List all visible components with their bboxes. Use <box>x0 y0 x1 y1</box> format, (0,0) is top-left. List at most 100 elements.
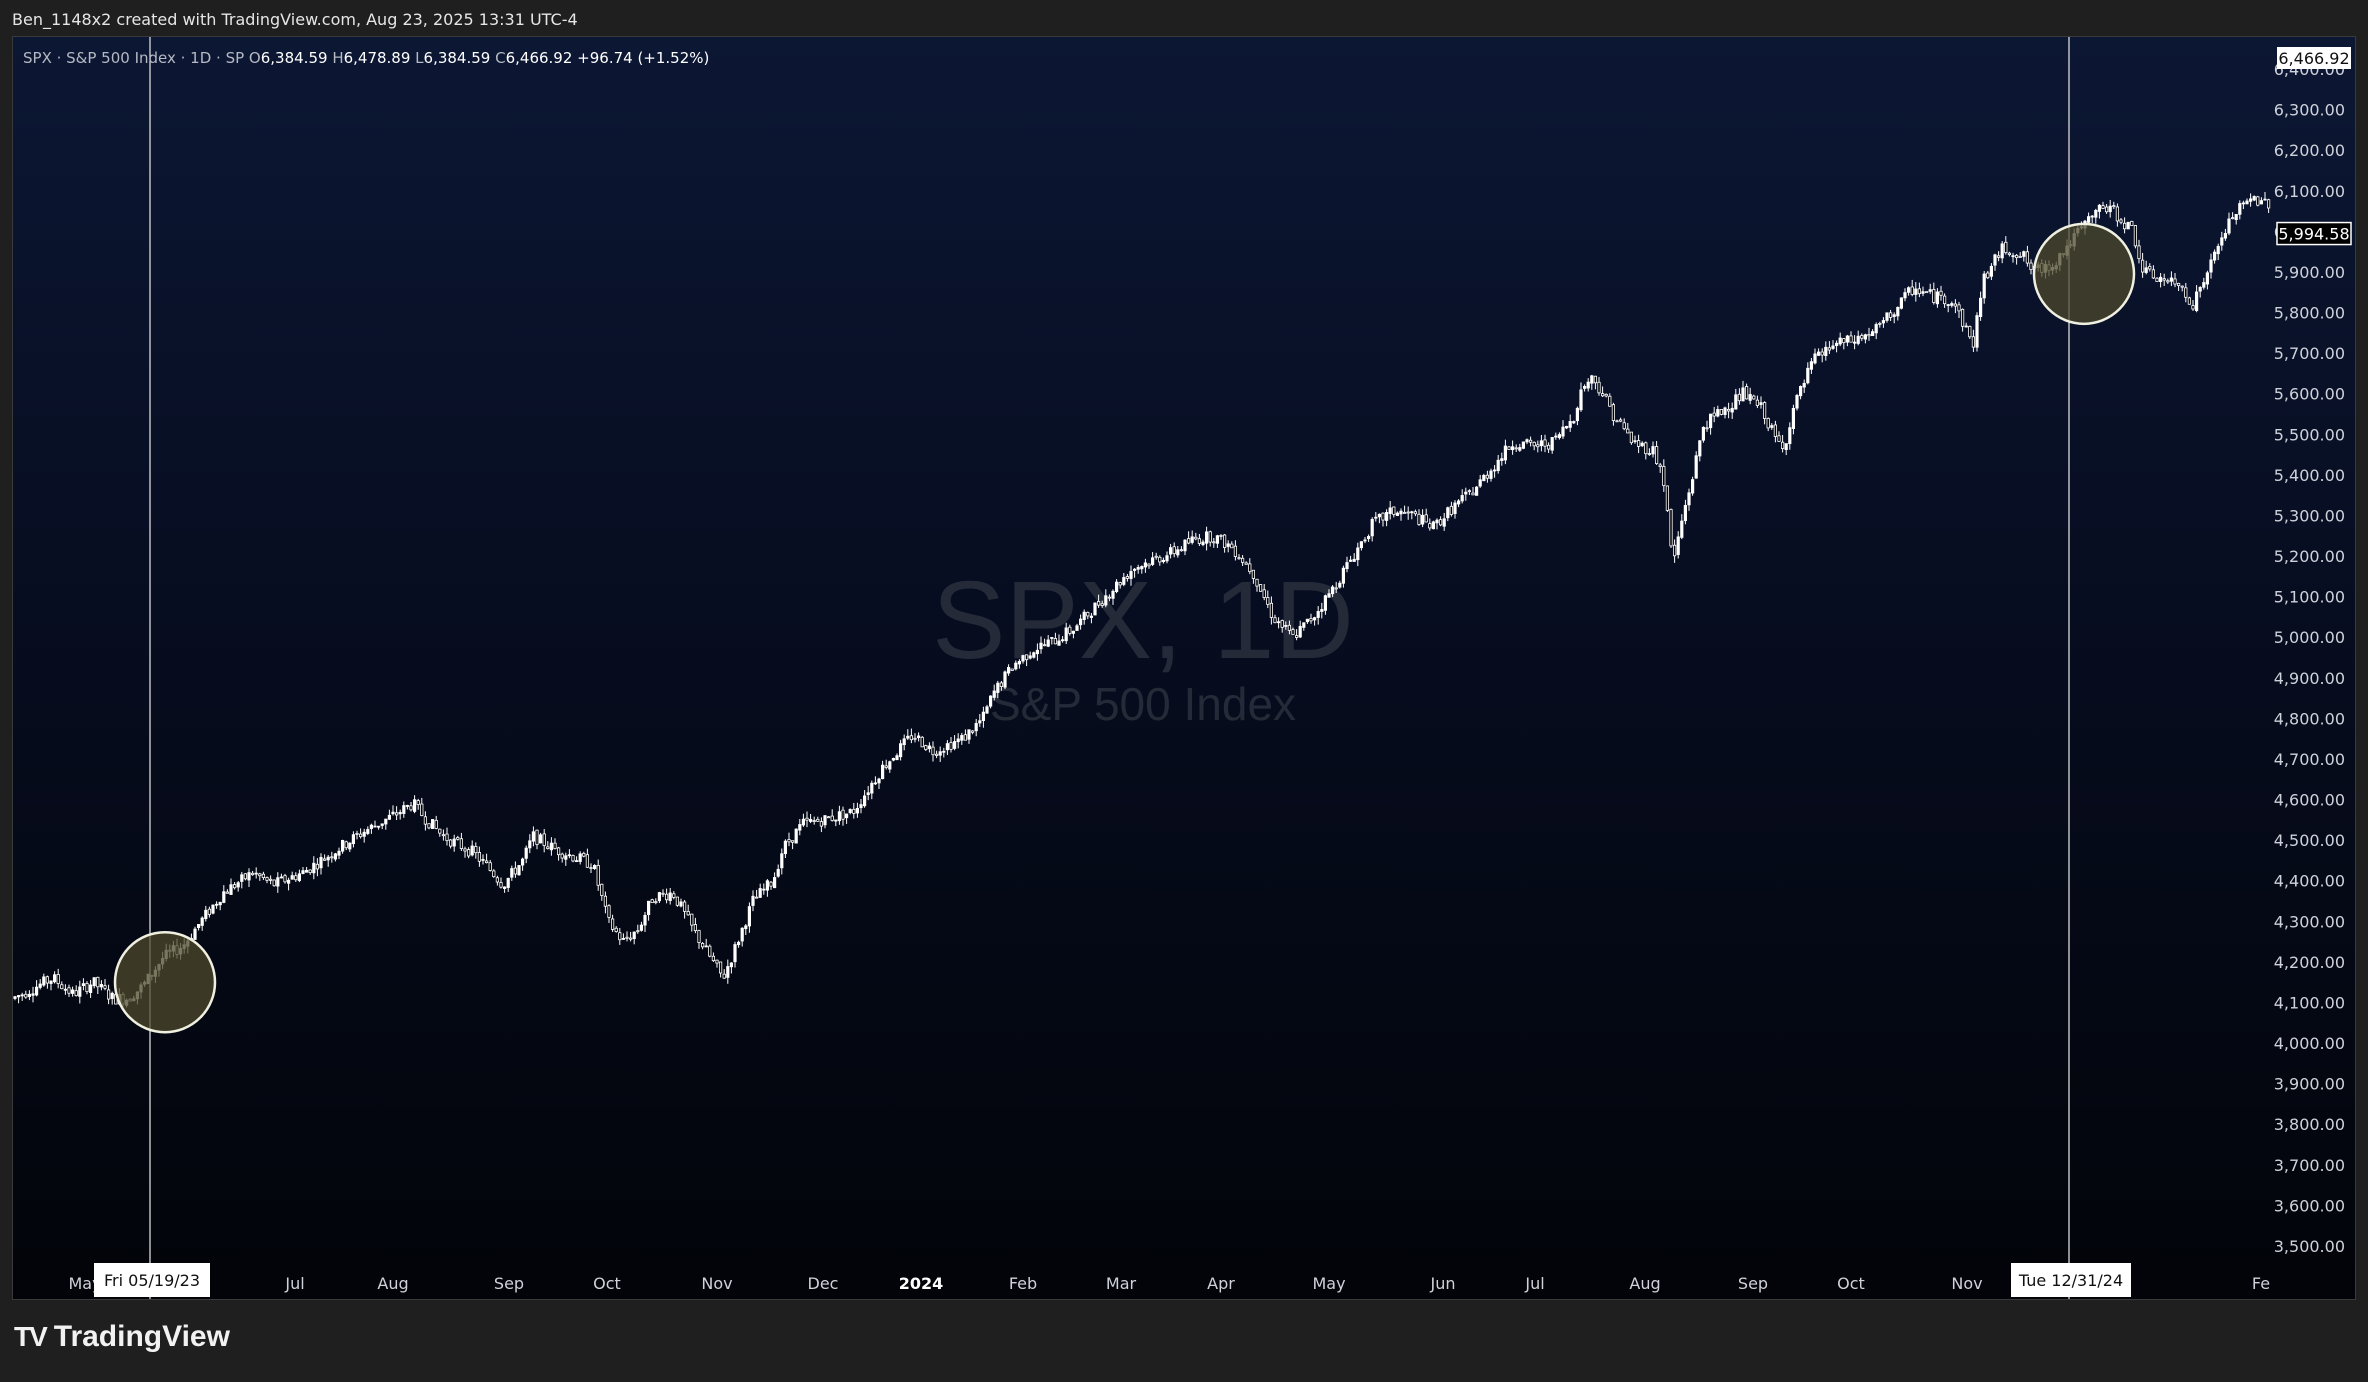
candle-body <box>1845 335 1849 343</box>
candle-body <box>1637 440 1641 447</box>
candle-body <box>726 966 730 978</box>
candle-body <box>942 750 946 753</box>
candle-body <box>31 993 35 996</box>
candle-body <box>1349 559 1353 562</box>
candle-body <box>2148 266 2152 270</box>
candle-body <box>715 959 719 964</box>
y-tick-label: 4,800.00 <box>2274 709 2345 728</box>
candle-body <box>1478 479 1482 487</box>
candle-body <box>647 900 651 916</box>
candle-body <box>2090 215 2094 218</box>
candle-body <box>1532 441 1536 447</box>
candle-body <box>560 853 564 859</box>
x-tick-label: Oct <box>1837 1274 1865 1293</box>
candle-body <box>1392 506 1396 515</box>
candle-body <box>1367 536 1371 540</box>
candle-body <box>1860 335 1864 339</box>
candle-body <box>672 893 676 898</box>
candle-body <box>1482 475 1486 482</box>
candle-body <box>686 911 690 916</box>
candle-body <box>1547 444 1551 450</box>
candle-body <box>1313 617 1317 621</box>
candle-body <box>1406 511 1410 514</box>
y-tick-label: 5,700.00 <box>2274 344 2345 363</box>
candle-body <box>683 901 687 912</box>
candle-body <box>1791 408 1795 429</box>
candle-body <box>99 984 103 988</box>
candle-body <box>45 976 50 984</box>
candle-body <box>1111 590 1115 599</box>
candle-body <box>1467 490 1471 493</box>
candle-body <box>1259 584 1263 592</box>
candle-body <box>1061 639 1065 642</box>
candle-body <box>2115 206 2119 222</box>
candle-body <box>2187 297 2191 305</box>
candle-body <box>20 994 24 997</box>
candle-body <box>834 819 838 822</box>
candle-body <box>1586 381 1590 389</box>
y-tick-label: 5,600.00 <box>2274 385 2345 404</box>
candle-body <box>1410 511 1414 514</box>
candle-body <box>1370 519 1374 537</box>
tradingview-logo-icon: TV <box>14 1321 48 1352</box>
candle-body <box>765 880 770 891</box>
candle-body <box>445 833 449 842</box>
candle-body <box>690 913 694 926</box>
candle-body <box>214 903 219 906</box>
candle-body <box>870 782 874 794</box>
candle-body <box>1561 426 1565 437</box>
price-axis-labels: 3,500.00 3,600.00 3,700.00 3,800.00 3,900.00… <box>2274 47 2352 1256</box>
candle-body <box>780 853 784 869</box>
candle-body <box>89 984 93 993</box>
candle-body <box>776 868 780 877</box>
chart-frame[interactable]: SPX, 1D S&P 500 Index May Jul Aug Sep Oct Nov… <box>12 36 2356 1300</box>
candle-body <box>218 901 222 906</box>
chart-credit-bar: Ben_1148x2 created with TradingView.com,… <box>0 0 2368 36</box>
x-tick-label: Apr <box>1207 1274 1235 1293</box>
candle-body <box>1885 312 1889 321</box>
ohlc-legend: SPX · S&P 500 Index · 1D · SP O6,384.59 … <box>23 49 709 67</box>
candle-body <box>1388 507 1392 514</box>
candle-body <box>1853 341 1857 344</box>
candle-body <box>1572 421 1576 424</box>
candle-body <box>330 856 334 859</box>
candle-body <box>805 817 809 821</box>
candle-body <box>1431 521 1435 530</box>
candle-body <box>1824 346 1828 356</box>
plot-area[interactable]: SPX, 1D S&P 500 Index May Jul Aug Sep Oct Nov… <box>13 37 2273 1299</box>
y-tick-label: 3,800.00 <box>2274 1115 2345 1134</box>
candle-body <box>798 824 802 831</box>
candle-body <box>636 930 640 933</box>
candle-body <box>585 854 590 868</box>
legend-low: 6,384.59 <box>423 49 491 67</box>
price-axis[interactable]: 3,500.00 3,600.00 3,700.00 3,800.00 3,900.00… <box>2273 37 2355 1299</box>
candle-body <box>1277 621 1281 624</box>
candle-body <box>1385 512 1389 521</box>
candle-body <box>1115 581 1119 592</box>
candle-body <box>1802 382 1806 388</box>
candle-body <box>1986 272 1990 279</box>
candle-body <box>1341 567 1345 584</box>
candle-body <box>2252 196 2256 201</box>
candle-body <box>1817 351 1821 356</box>
candle-body <box>1309 617 1313 622</box>
candle-body <box>1104 595 1108 606</box>
candle-body <box>1716 409 1720 417</box>
x-tick-label: Jul <box>1524 1274 1544 1293</box>
candle-body <box>1374 516 1378 519</box>
candle-body <box>823 815 827 826</box>
candle-body <box>1089 615 1093 618</box>
candle-body <box>2144 267 2148 273</box>
candle-body <box>953 741 957 749</box>
candle-body <box>1302 622 1306 628</box>
candle-body <box>1730 407 1734 413</box>
candle-body <box>60 984 64 990</box>
candle-body <box>2018 256 2022 258</box>
candle-body <box>1475 486 1479 496</box>
y-tick-label: 5,400.00 <box>2274 466 2345 485</box>
candle-body <box>2086 216 2091 223</box>
candle-body <box>1989 265 1993 277</box>
candle-body <box>1658 464 1662 467</box>
candle-body <box>420 803 424 816</box>
candle-body <box>85 983 89 993</box>
